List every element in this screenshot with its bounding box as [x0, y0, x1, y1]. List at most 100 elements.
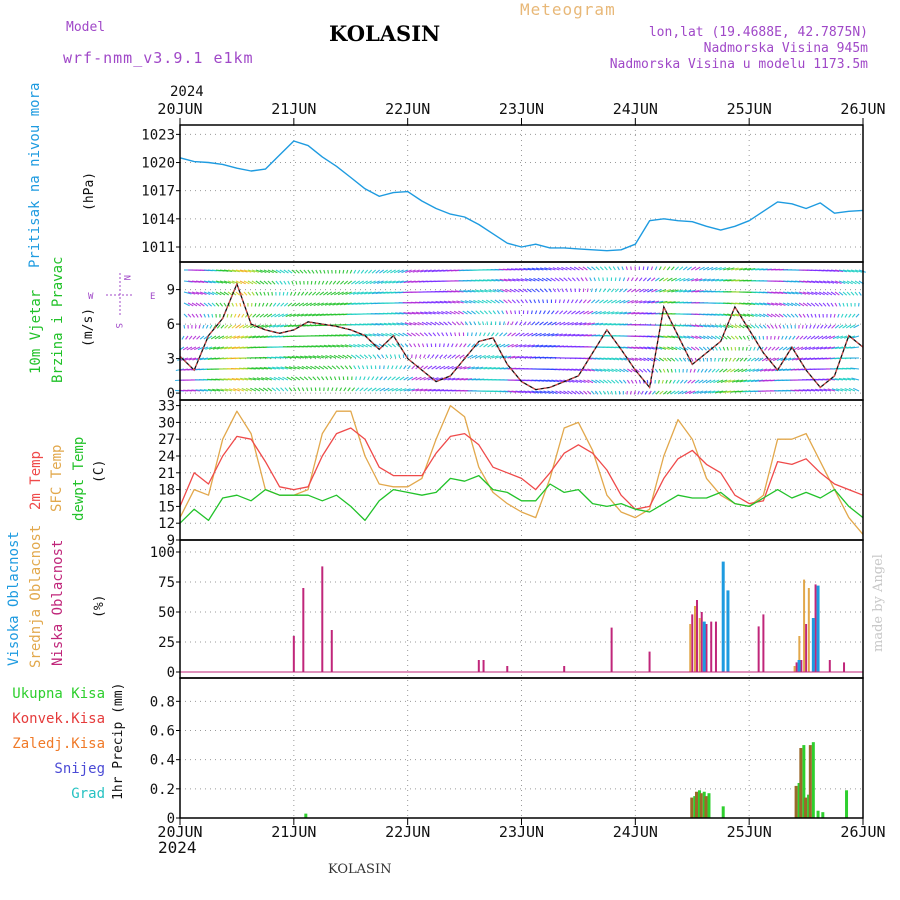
wind-barb	[523, 390, 532, 394]
wind-barb	[774, 324, 778, 329]
wind-barb	[771, 291, 780, 294]
wind-barb	[723, 267, 731, 271]
pressure-ytick-label: 1020	[141, 156, 175, 172]
wind-barb	[193, 346, 201, 351]
wind-barb	[571, 333, 580, 337]
wind-barb	[207, 291, 215, 296]
cloud-bar	[828, 660, 831, 672]
wind-barb	[522, 288, 528, 293]
wind-barb	[487, 332, 491, 337]
cloud-bar	[714, 621, 717, 672]
wind-barb	[182, 346, 189, 351]
wind-barb	[667, 335, 676, 339]
wind-barb	[812, 346, 820, 350]
wind-barb	[529, 299, 532, 304]
wind-barb	[364, 333, 372, 337]
wind-barb	[643, 288, 650, 293]
cloud-bar	[698, 618, 701, 672]
wind-barb	[503, 355, 512, 359]
wind-barb	[754, 335, 757, 340]
wind-barb	[443, 365, 450, 370]
wind-barb	[579, 379, 586, 384]
wind-barb	[268, 324, 277, 328]
wind-barb	[427, 365, 433, 370]
wind-barb	[343, 387, 347, 392]
wind-barb	[630, 379, 634, 384]
wind-barb	[806, 389, 816, 392]
wind-barb	[387, 376, 392, 381]
wind-barb	[563, 321, 570, 326]
wind-barb	[423, 354, 426, 359]
wind-barb	[702, 379, 708, 384]
wind-barb	[515, 268, 524, 271]
wind-barb	[730, 368, 736, 373]
wind-barb	[544, 288, 548, 293]
wind-barb	[559, 333, 568, 337]
cloud-bar	[705, 624, 708, 672]
wind-barb	[287, 356, 296, 359]
wind-barb	[349, 291, 356, 295]
wind-barb	[215, 291, 222, 296]
wind-barb	[578, 299, 583, 304]
wind-barb	[570, 288, 572, 293]
wind-barb	[643, 346, 651, 350]
wind-barb	[282, 376, 289, 381]
wind-barb	[855, 313, 860, 318]
wind-barb	[303, 269, 308, 274]
wind-barb	[700, 390, 708, 394]
wind-barb	[274, 313, 281, 318]
wind-barb	[263, 269, 271, 274]
wind-barb	[355, 387, 360, 392]
wind-barb	[707, 278, 715, 282]
wind-barb	[516, 299, 520, 304]
wind-barb	[818, 302, 823, 307]
wind-barb	[481, 299, 488, 304]
wind-barb	[773, 335, 776, 340]
wind-barb	[297, 387, 301, 392]
wind-barb	[263, 280, 269, 285]
wind-barb	[211, 302, 216, 307]
wind-barb	[551, 333, 559, 337]
wind-barb	[523, 332, 529, 337]
wind-barb	[523, 356, 532, 359]
wind-barb	[491, 367, 500, 370]
wind-barb	[527, 332, 534, 337]
compass-s: S	[113, 323, 123, 328]
wind-barb	[185, 335, 189, 340]
wind-barb	[389, 332, 396, 337]
wind-barb	[563, 310, 568, 315]
wind-barb	[614, 390, 617, 395]
wind-barb	[782, 324, 785, 329]
wind-barb	[383, 322, 392, 326]
wind-barb	[686, 266, 692, 271]
wind-barb	[746, 324, 752, 329]
wind-barb	[607, 379, 612, 384]
wind-barb	[203, 302, 209, 307]
wind-barb	[842, 377, 852, 381]
wind-barb	[498, 321, 501, 326]
wind-barb	[223, 280, 231, 284]
wind-barb	[423, 269, 432, 273]
wind-barb	[288, 366, 297, 370]
wind-barb	[495, 343, 502, 348]
wind-barb	[714, 346, 718, 351]
wind-barb	[679, 289, 688, 293]
wind-barb	[510, 268, 520, 271]
wind-barb	[836, 335, 844, 339]
wind-barb	[291, 280, 294, 285]
wind-barb	[710, 335, 717, 340]
wind-barb	[198, 324, 201, 329]
wind-barb	[336, 280, 341, 285]
wind-barb	[359, 387, 364, 392]
wind-barb	[739, 379, 748, 383]
cloud-bar	[805, 624, 808, 672]
wind-barb	[323, 269, 326, 274]
wind-barb	[790, 291, 799, 295]
wind-barb	[314, 280, 317, 285]
wind-barb	[703, 324, 711, 328]
wind-barb	[233, 388, 241, 392]
wind-barb	[689, 368, 692, 373]
precip-bar	[694, 791, 698, 818]
wind-barb	[791, 357, 800, 361]
wind-barb	[654, 368, 659, 373]
